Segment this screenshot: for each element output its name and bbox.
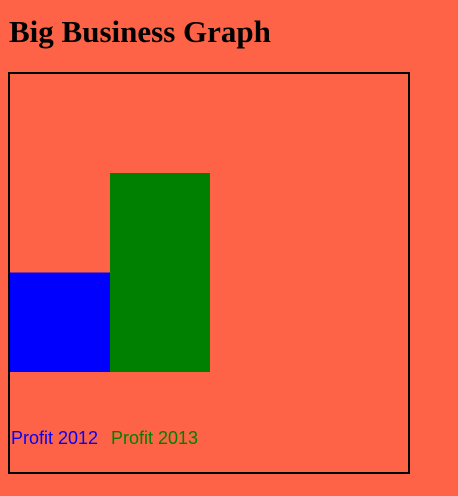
bar-profit-2013 <box>110 173 210 372</box>
bar-label-profit-2012: Profit 2012 <box>11 428 98 448</box>
chart-frame: Profit 2012 Profit 2013 <box>8 72 410 474</box>
bar-profit-2012 <box>10 272 110 372</box>
bar-label-profit-2013: Profit 2013 <box>111 428 198 448</box>
bar-chart: Profit 2012 Profit 2013 <box>10 173 210 448</box>
page-title: Big Business Graph <box>9 14 271 49</box>
